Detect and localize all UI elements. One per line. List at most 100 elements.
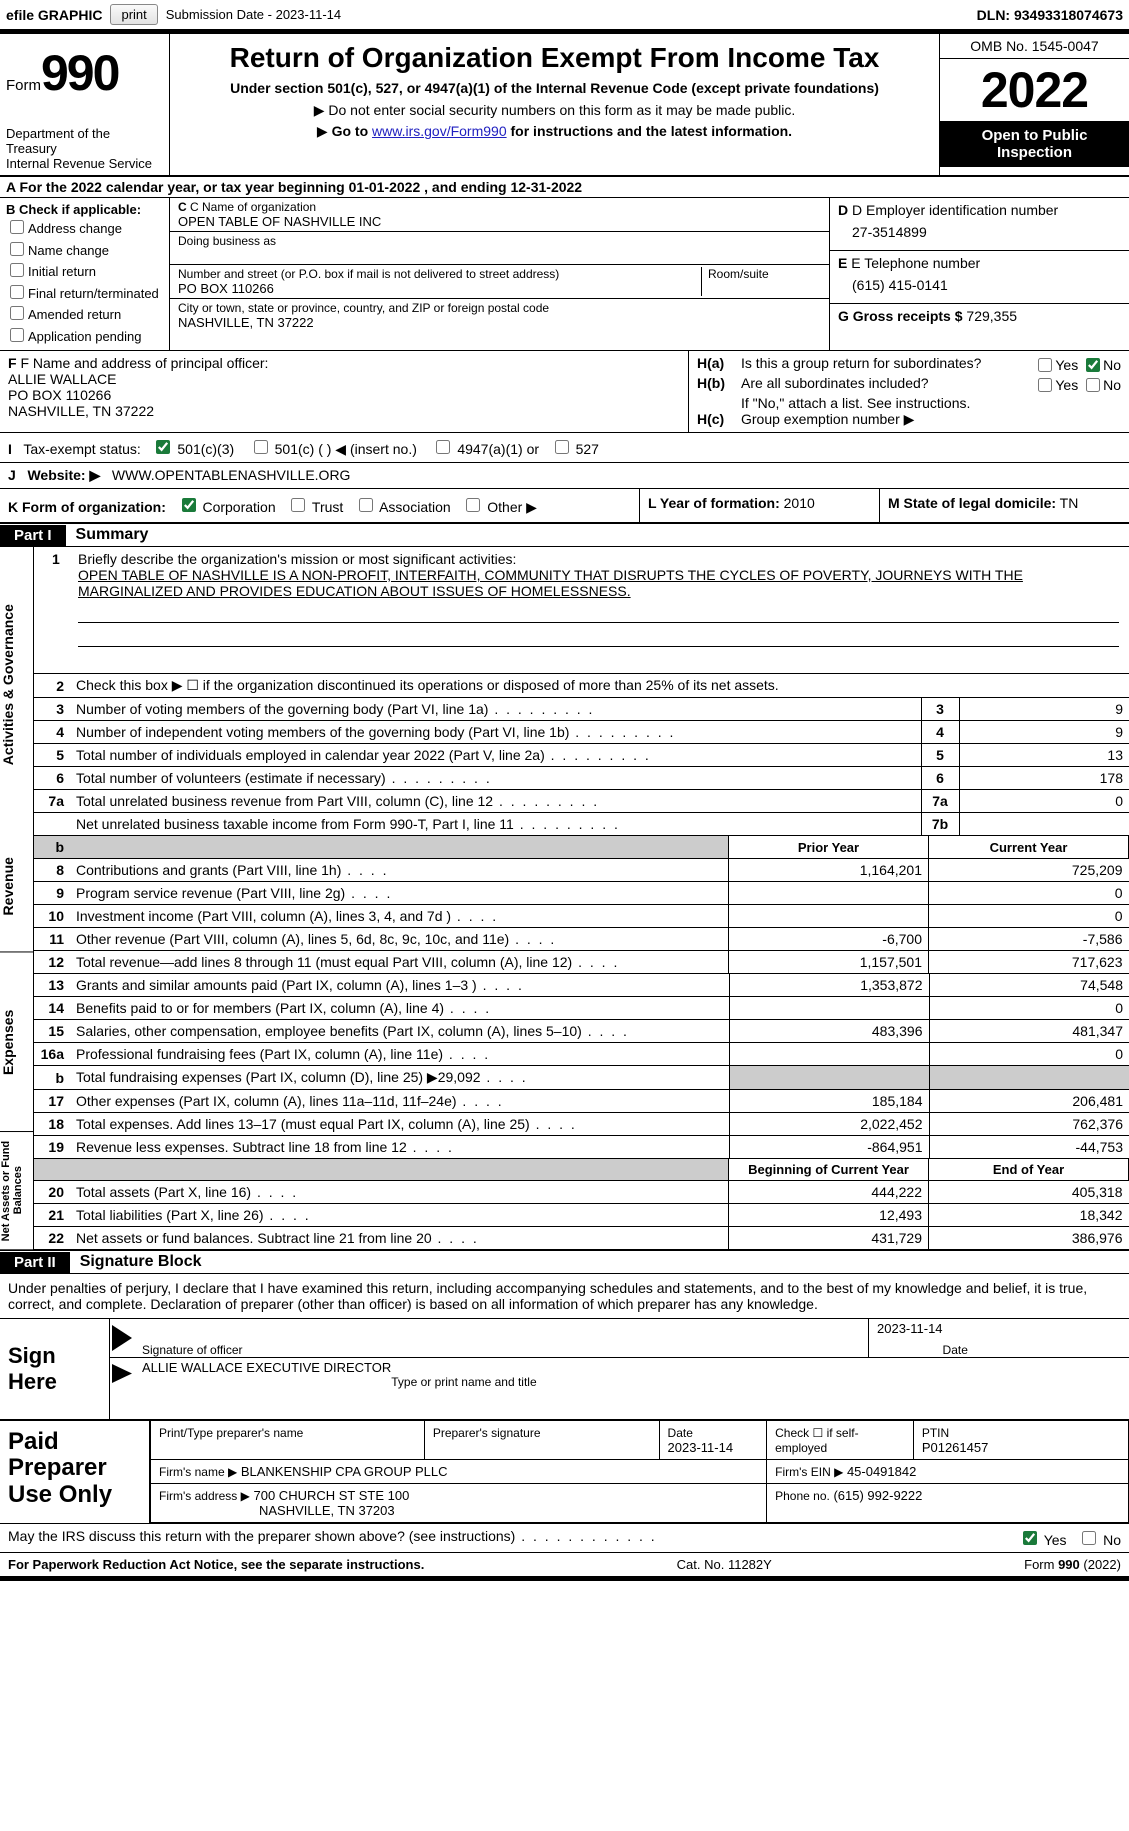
form-number: Form990 — [6, 44, 163, 102]
submission-date: Submission Date - 2023-11-14 — [166, 7, 341, 22]
gross-label: G Gross receipts $ — [838, 308, 963, 324]
discuss-yesno[interactable]: Yes No — [1019, 1528, 1121, 1548]
m-label: M State of legal domicile: — [888, 495, 1056, 511]
omb-number: OMB No. 1545-0047 — [940, 34, 1129, 59]
hb-note: If "No," attach a list. See instructions… — [697, 395, 1121, 411]
website-value: WWW.OPENTABLENASHVILLE.ORG — [112, 467, 351, 483]
chk-app-pending[interactable]: Application pending — [6, 325, 163, 347]
chk-corporation[interactable] — [182, 498, 196, 512]
form-note-2: ▶ Go to www.irs.gov/Form990 for instruct… — [178, 123, 931, 140]
current-year-hdr: Current Year — [929, 836, 1129, 859]
mission-text: OPEN TABLE OF NASHVILLE IS A NON-PROFIT,… — [78, 567, 1119, 599]
sig-date-value: 2023-11-14 — [877, 1321, 943, 1336]
ha-text: Is this a group return for subordinates? — [741, 355, 1034, 375]
tel-value: (615) 415-0141 — [838, 271, 1121, 299]
tax-year: 2022 — [940, 59, 1129, 121]
ha-yesno[interactable]: Yes No — [1034, 355, 1121, 375]
l-label: L Year of formation: — [648, 495, 780, 511]
hb-text: Are all subordinates included? — [741, 375, 1034, 395]
sig-officer-cap: Signature of officer — [142, 1343, 243, 1357]
tel-label: E E Telephone number — [838, 255, 1121, 271]
typed-cap: Type or print name and title — [391, 1375, 536, 1389]
preparer-table: Print/Type preparer's name Preparer's si… — [150, 1421, 1129, 1523]
officer-addr1: PO BOX 110266 — [8, 387, 680, 403]
chk-trust[interactable] — [291, 498, 305, 512]
form-footer: Form 990 (2022) — [1024, 1557, 1121, 1572]
hb-yesno[interactable]: Yes No — [1034, 375, 1121, 395]
chk-address-change[interactable]: Address change — [6, 217, 163, 239]
dln-label: DLN: 93493318074673 — [977, 7, 1123, 23]
org-name: OPEN TABLE OF NASHVILLE INC — [178, 214, 821, 229]
section-b-label: B Check if applicable: — [6, 202, 141, 217]
open-to-public: Open to Public Inspection — [940, 121, 1129, 167]
i-label: I — [8, 441, 12, 457]
dba-label: Doing business as — [178, 234, 821, 248]
efile-label: efile GRAPHIC — [6, 7, 102, 23]
prior-year-hdr: Prior Year — [729, 836, 929, 859]
chk-other[interactable] — [466, 498, 480, 512]
j-text: Website: ▶ — [27, 467, 100, 483]
sig-date-cap: Date — [943, 1343, 968, 1357]
chk-501c3[interactable] — [156, 440, 170, 454]
chk-4947[interactable] — [436, 440, 450, 454]
city-label: City or town, state or province, country… — [178, 301, 821, 315]
part2-title: Signature Block — [70, 1251, 212, 1273]
eoy-hdr: End of Year — [929, 1159, 1129, 1181]
hb-label: H(b) — [697, 375, 741, 395]
net-assets-table: Beginning of Current Year End of Year 20… — [34, 1159, 1129, 1250]
line1-num: 1 — [52, 551, 60, 567]
chk-501c[interactable] — [254, 440, 268, 454]
vtab-revenue: Revenue — [0, 822, 33, 952]
expenses-table: 13Grants and similar amounts paid (Part … — [34, 974, 1129, 1159]
hc-label: H(c) — [697, 411, 741, 427]
officer-addr2: NASHVILLE, TN 37222 — [8, 403, 680, 419]
ha-label: H(a) — [697, 355, 741, 375]
chk-amended[interactable]: Amended return — [6, 303, 163, 325]
declaration-text: Under penalties of perjury, I declare th… — [0, 1274, 1129, 1319]
hc-text: Group exemption number ▶ — [741, 411, 914, 427]
typed-name: ALLIE WALLACE EXECUTIVE DIRECTOR — [142, 1360, 391, 1375]
street-value: PO BOX 110266 — [178, 281, 701, 296]
gross-value: 729,355 — [966, 308, 1017, 324]
summary-table: 2Check this box ▶ ☐ if the organization … — [34, 674, 1129, 836]
officer-name: ALLIE WALLACE — [8, 371, 680, 387]
vtab-governance: Activities & Governance — [0, 547, 33, 822]
l-value: 2010 — [784, 495, 815, 511]
vtab-net-assets: Net Assets or Fund Balances — [0, 1132, 33, 1250]
city-value: NASHVILLE, TN 37222 — [178, 315, 821, 330]
j-label: J — [8, 467, 16, 483]
line1-label: Briefly describe the organization's miss… — [78, 551, 516, 567]
paperwork-notice: For Paperwork Reduction Act Notice, see … — [8, 1557, 424, 1572]
part1-title: Summary — [66, 524, 159, 546]
topbar: efile GRAPHIC print Submission Date - 20… — [0, 0, 1129, 29]
chk-initial-return[interactable]: Initial return — [6, 260, 163, 282]
officer-label: F F Name and address of principal office… — [8, 355, 680, 371]
paid-preparer-label: Paid Preparer Use Only — [0, 1421, 150, 1523]
part2-tag: Part II — [0, 1252, 70, 1273]
dept-label: Department of the Treasury — [6, 126, 163, 156]
vtab-expenses: Expenses — [0, 953, 33, 1132]
irs-link[interactable]: www.irs.gov/Form990 — [372, 123, 507, 139]
chk-name-change[interactable]: Name change — [6, 239, 163, 261]
m-value: TN — [1060, 495, 1079, 511]
chk-association[interactable] — [359, 498, 373, 512]
chk-final-return[interactable]: Final return/terminated — [6, 282, 163, 304]
k-label: K Form of organization: — [8, 499, 166, 515]
street-label: Number and street (or P.O. box if mail i… — [178, 267, 701, 281]
revenue-table: b Prior Year Current Year 8Contributions… — [34, 836, 1129, 974]
chk-527[interactable] — [555, 440, 569, 454]
ein-label: D D Employer identification number — [838, 202, 1121, 218]
print-button[interactable]: print — [110, 4, 157, 25]
irs-label: Internal Revenue Service — [6, 156, 163, 171]
form-note-1: ▶ Do not enter social security numbers o… — [178, 102, 931, 119]
form-title: Return of Organization Exempt From Incom… — [178, 42, 931, 74]
period-row: A For the 2022 calendar year, or tax yea… — [0, 177, 1129, 198]
i-text: Tax-exempt status: — [23, 441, 141, 457]
cat-no: Cat. No. 11282Y — [677, 1557, 772, 1572]
sign-here-label: Sign Here — [0, 1319, 110, 1419]
org-name-label: C C Name of organization — [178, 200, 821, 214]
form-subtitle: Under section 501(c), 527, or 4947(a)(1)… — [178, 80, 931, 96]
bocy-hdr: Beginning of Current Year — [729, 1159, 929, 1181]
discuss-text: May the IRS discuss this return with the… — [8, 1528, 1019, 1548]
ein-value: 27-3514899 — [838, 218, 1121, 246]
